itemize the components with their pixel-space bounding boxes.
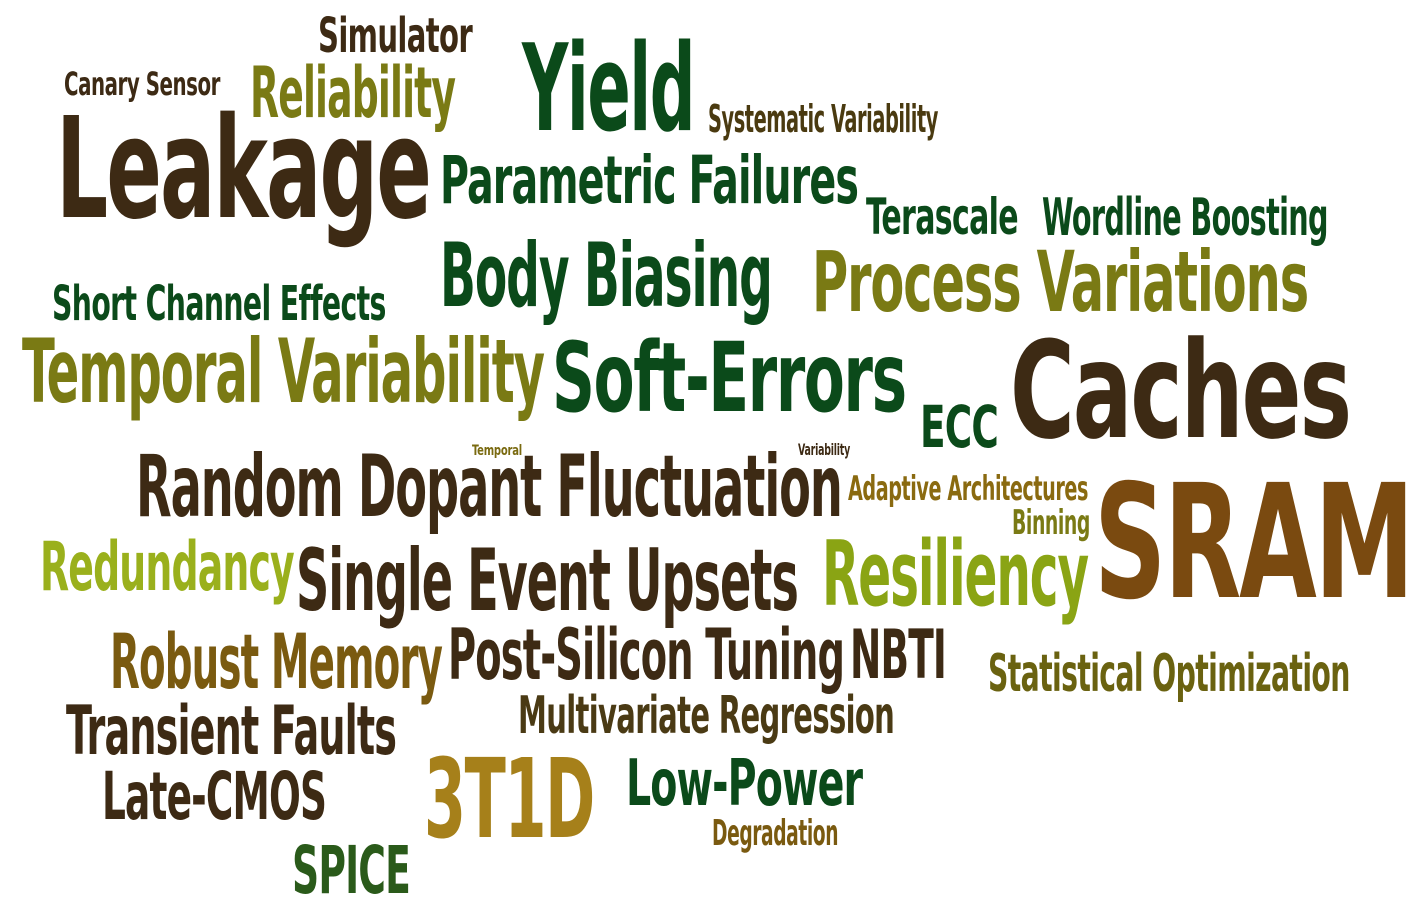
word-sram: SRAM — [1094, 451, 1414, 635]
word-simulator: Simulator — [318, 8, 473, 64]
word-systematic-variability: Systematic Variability — [708, 97, 938, 141]
word-yield: Yield — [522, 20, 695, 159]
word-nbti: NBTI — [850, 616, 947, 695]
word-statistical-optimization: Statistical Optimization — [988, 644, 1350, 704]
word-robust-memory: Robust Memory — [110, 617, 443, 706]
word-low-power: Low-Power — [626, 747, 863, 821]
word-leakage: Leakage — [56, 88, 432, 251]
word-short-channel-effects: Short Channel Effects — [52, 276, 386, 332]
word-transient-faults: Transient Faults — [66, 692, 397, 771]
word-terascale: Terascale — [866, 188, 1019, 246]
word-wordline-boosting: Wordline Boosting — [1042, 188, 1329, 248]
word-multivariate-regression: Multivariate Regression — [518, 686, 895, 746]
word-process-variations: Process Variations — [812, 233, 1309, 331]
word-canary-sensor: Canary Sensor — [64, 65, 220, 103]
word-binning: Binning — [1012, 503, 1090, 543]
word-resiliency: Resiliency — [822, 522, 1089, 627]
word-adaptive-architectures: Adaptive Architectures — [848, 469, 1088, 509]
word-random-dopant-fluctuation: Random Dopant Fluctuation — [136, 437, 843, 537]
word-caches: Caches — [1010, 313, 1352, 469]
word-soft-errors: Soft-Errors — [552, 322, 907, 434]
word-body-biasing: Body Biasing — [440, 224, 773, 327]
word-post-silicon-tuning: Post-Silicon Tuning — [448, 614, 845, 696]
word-parametric-failures: Parametric Failures — [440, 142, 859, 219]
word-single-event-upsets: Single Event Upsets — [296, 531, 799, 631]
word-reliability: Reliability — [250, 52, 456, 134]
word-temporal-small: Temporal — [472, 443, 522, 459]
word-temporal-variability: Temporal Variability — [22, 320, 545, 423]
word-ecc: ECC — [920, 393, 999, 461]
word-late-cmos: Late-CMOS — [102, 758, 327, 835]
word-variability-small: Variability — [798, 440, 851, 459]
word-redundancy: Redundancy — [40, 528, 295, 607]
word-3t1d: 3T1D — [424, 735, 595, 863]
word-spice: SPICE — [292, 832, 411, 909]
word-degradation: Degradation — [712, 813, 839, 854]
